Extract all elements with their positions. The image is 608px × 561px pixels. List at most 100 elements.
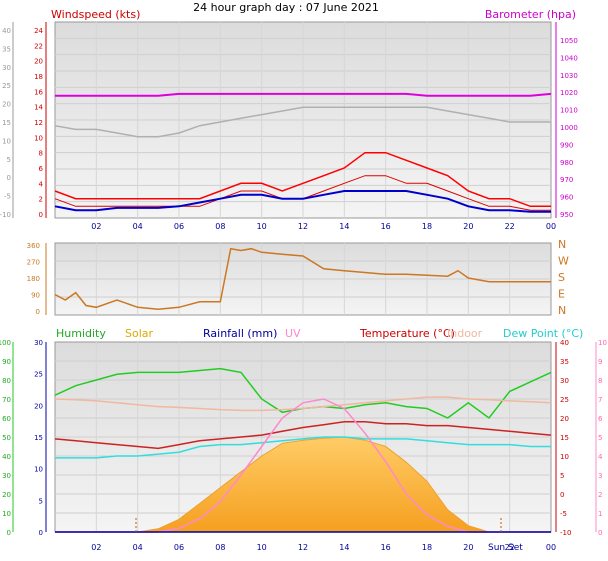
winddir-tick: 90: [31, 292, 40, 300]
temp-tick: -10: [560, 529, 571, 537]
page-title: 24 hour graph day : 07 June 2021: [193, 1, 379, 14]
temp-tick: 30: [560, 377, 569, 385]
winddir-line: [54, 247, 551, 310]
wind-left-outer-axis: 40 35 30 25 20 15 10 5 0 -5 -10: [0, 27, 11, 219]
uv-tick: 9: [598, 358, 602, 366]
temp-tick: 0: [560, 491, 564, 499]
winddir-tick: 360: [27, 242, 40, 250]
rainfall-label: Rainfall (mm): [203, 327, 277, 340]
windspeed-tick: 8: [39, 150, 43, 158]
indoor-temp-line: [54, 396, 552, 412]
temp-tick: 20: [560, 415, 569, 423]
rain-tick: 30: [34, 339, 43, 347]
rain-tick: 25: [34, 371, 43, 379]
rain-tick: 10: [34, 466, 43, 474]
outer-axis-tick: 40: [2, 27, 11, 35]
compass-tick: W: [558, 255, 569, 268]
barometer-line: [55, 92, 552, 97]
compass-tick: E: [558, 288, 565, 301]
baro-tick: 1030: [560, 72, 578, 80]
uv-tick: 4: [598, 453, 603, 461]
hour-tick-label: 22: [505, 543, 515, 552]
hour-tick-label: 10: [257, 222, 267, 231]
hour-tick-label: 10: [257, 543, 267, 552]
humidity-tick: 60: [2, 415, 11, 423]
humidity-tick: 70: [2, 396, 11, 404]
rain-tick: 20: [34, 402, 43, 410]
outer-scale-line: [54, 106, 551, 138]
baro-tick: 1000: [560, 124, 578, 132]
temp-x-ticks: 02 04 06 08 10 12 14 16 18 20 22 00: [91, 543, 556, 552]
baro-tick: 970: [560, 176, 573, 184]
temperature-line: [54, 421, 552, 450]
temp-tick: 40: [560, 339, 569, 347]
winddir-gridlines: [55, 243, 551, 315]
temp-tick: 5: [560, 472, 564, 480]
winddir-left-axis: 360 270 180 90 0: [27, 242, 40, 316]
baro-tick: 960: [560, 194, 573, 202]
outer-axis-tick: 10: [2, 137, 11, 145]
humidity-label: Humidity: [56, 327, 106, 340]
uv-tick: 3: [598, 472, 602, 480]
hour-tick-label: 18: [422, 543, 432, 552]
temp-tick: 35: [560, 358, 569, 366]
outer-axis-tick: 30: [2, 64, 11, 72]
hour-tick-label: 04: [133, 543, 143, 552]
baro-tick: 1050: [560, 37, 578, 45]
uv-tick: 5: [598, 434, 602, 442]
windspeed-tick: 12: [34, 119, 43, 127]
hour-tick-label: 08: [215, 222, 225, 231]
sunset-label: Sun Set: [488, 543, 523, 553]
humidity-tick: 30: [2, 472, 11, 480]
baro-tick: 990: [560, 141, 573, 149]
hour-tick-label: 00: [546, 222, 556, 231]
temperature-axis: 40 35 30 25 20 15 10 5 0 -5 -10: [560, 339, 571, 537]
hour-tick-label: 14: [339, 222, 349, 231]
humidity-tick: 80: [2, 377, 11, 385]
windspeed-tick: 16: [34, 88, 43, 96]
baro-right-axis: 1050 1040 1030 1020 1010 1000 990 980 970 960 950: [560, 37, 578, 219]
outer-axis-tick: 0: [7, 174, 11, 182]
uv-tick: 6: [598, 415, 603, 423]
dewpoint-label: Dew Point (°C): [503, 327, 583, 340]
hour-tick-label: 08: [215, 543, 225, 552]
baro-tick: 1010: [560, 107, 578, 115]
temp-tick: 15: [560, 434, 569, 442]
hour-tick-label: 12: [298, 543, 308, 552]
hour-tick-label: 02: [91, 222, 101, 231]
windspeed-tick: 22: [34, 42, 43, 50]
humidity-axis: 1009080706050403020100: [0, 339, 11, 537]
hour-tick-label: 14: [339, 543, 349, 552]
rain-tick: 5: [39, 497, 43, 505]
windspeed-tick: 6: [39, 165, 44, 173]
outer-axis-tick: 5: [7, 156, 11, 164]
temp-tick: 25: [560, 396, 569, 404]
humidity-tick: 100: [0, 339, 11, 347]
uv-label: UV: [285, 327, 301, 340]
outer-axis-tick: -10: [0, 211, 11, 219]
humidity-tick: 0: [7, 529, 11, 537]
temp-tick: -5: [560, 510, 567, 518]
rain-tick: 0: [39, 529, 43, 537]
baro-tick: 1020: [560, 89, 578, 97]
windspeed-tick: 24: [34, 27, 43, 35]
dewpoint-line: [55, 436, 551, 459]
rain-tick: 15: [34, 434, 43, 442]
windspeed-tick: 18: [34, 73, 43, 81]
windspeed-axis-label: Windspeed (kts): [51, 8, 140, 21]
hour-tick-label: 22: [505, 222, 515, 231]
compass-tick: N: [558, 304, 566, 317]
hour-tick-label: 16: [381, 543, 391, 552]
humidity-tick: 50: [2, 434, 11, 442]
winddir-tick: 0: [36, 308, 40, 316]
hour-tick-label: 20: [463, 222, 473, 231]
humidity-tick: 20: [2, 491, 11, 499]
hour-tick-label: 18: [422, 222, 432, 231]
windspeed-tick: 0: [39, 211, 43, 219]
outer-axis-tick: 15: [2, 119, 11, 127]
uv-tick: 10: [598, 339, 607, 347]
windspeed-tick: 2: [39, 196, 43, 204]
humidity-tick: 90: [2, 358, 11, 366]
outer-axis-tick: 20: [2, 101, 11, 109]
